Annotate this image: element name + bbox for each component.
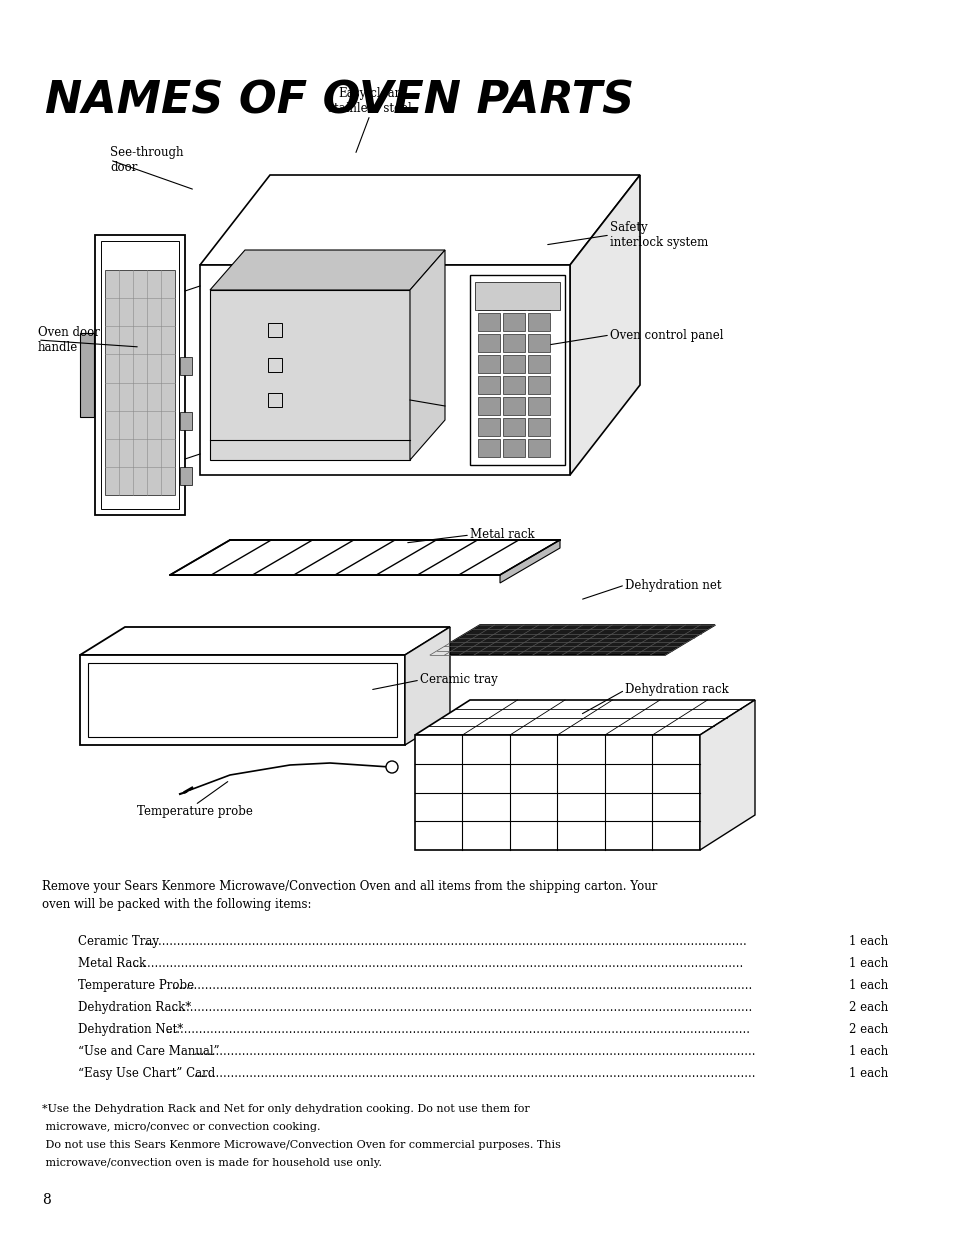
Bar (477, 438, 499, 457)
Text: 2 each: 2 each (848, 1023, 887, 1036)
Text: See-through
door: See-through door (110, 146, 183, 174)
Bar (105, 270, 174, 495)
Bar (527, 333, 550, 352)
Polygon shape (170, 540, 559, 576)
Text: Ceramic Tray: Ceramic Tray (78, 935, 159, 948)
Bar (80, 655, 405, 745)
Bar (477, 396, 499, 415)
Bar (80, 333, 94, 417)
Text: 1 each: 1 each (848, 935, 887, 948)
Text: Dehydration net: Dehydration net (624, 578, 720, 592)
Bar (470, 275, 564, 466)
Bar (502, 333, 524, 352)
Bar (180, 467, 192, 485)
Text: Remove your Sears Kenmore Microwave/Convection Oven and all items from the shipp: Remove your Sears Kenmore Microwave/Conv… (42, 881, 657, 911)
Bar (527, 291, 550, 310)
Polygon shape (569, 175, 639, 475)
Bar (200, 266, 569, 475)
Text: Metal rack: Metal rack (470, 529, 534, 541)
Bar (477, 354, 499, 373)
Bar (502, 417, 524, 436)
Text: ................................................................................: ........................................… (193, 1067, 755, 1079)
Polygon shape (405, 627, 450, 745)
Polygon shape (430, 625, 714, 655)
Polygon shape (80, 627, 450, 655)
Text: 1 each: 1 each (848, 979, 887, 992)
Text: 1 each: 1 each (848, 1045, 887, 1058)
Text: ................................................................................: ........................................… (172, 1002, 752, 1014)
Bar (477, 291, 499, 310)
Bar (477, 375, 499, 394)
Bar (180, 357, 192, 375)
Polygon shape (410, 249, 444, 459)
Bar (268, 358, 282, 372)
Text: “Easy Use Chart” Card: “Easy Use Chart” Card (78, 1067, 215, 1079)
Text: 1 each: 1 each (848, 1067, 887, 1079)
Bar (477, 312, 499, 331)
Text: Dehydration Net*: Dehydration Net* (78, 1023, 183, 1036)
Text: Easy-clean
stainless steel: Easy-clean stainless steel (328, 86, 412, 115)
Text: Dehydration Rack*: Dehydration Rack* (78, 1002, 191, 1014)
Text: 2 each: 2 each (848, 1002, 887, 1014)
Bar (527, 396, 550, 415)
Bar (527, 354, 550, 373)
Text: microwave, micro/convec or convection cooking.: microwave, micro/convec or convection co… (42, 1123, 320, 1132)
Bar (95, 235, 185, 515)
Bar (502, 396, 524, 415)
Polygon shape (499, 540, 559, 583)
Bar (527, 417, 550, 436)
Text: *Use the Dehydration Rack and Net for only dehydration cooking. Do not use them : *Use the Dehydration Rack and Net for on… (42, 1104, 529, 1114)
Bar (502, 291, 524, 310)
Polygon shape (415, 700, 754, 735)
Bar (477, 333, 499, 352)
Text: ................................................................................: ........................................… (132, 957, 743, 969)
Bar (415, 735, 700, 850)
Polygon shape (210, 249, 444, 290)
Text: Dehydration rack: Dehydration rack (624, 683, 728, 697)
Text: Ceramic tray: Ceramic tray (419, 673, 497, 687)
Text: Oven door
handle: Oven door handle (38, 326, 100, 354)
Text: Temperature probe: Temperature probe (137, 805, 253, 818)
Bar (527, 438, 550, 457)
Text: ................................................................................: ........................................… (144, 935, 747, 948)
Bar (502, 375, 524, 394)
Bar (268, 393, 282, 408)
Bar (502, 354, 524, 373)
Bar (88, 663, 396, 737)
Text: ................................................................................: ........................................… (172, 979, 752, 992)
Text: Oven control panel: Oven control panel (609, 329, 722, 342)
Bar (268, 324, 282, 337)
Text: “Use and Care Manual”: “Use and Care Manual” (78, 1045, 219, 1058)
Bar (475, 282, 559, 310)
Polygon shape (200, 175, 639, 266)
Text: 1 each: 1 each (848, 957, 887, 969)
Bar (502, 438, 524, 457)
Bar (477, 417, 499, 436)
Text: ................................................................................: ........................................… (193, 1045, 755, 1058)
Polygon shape (700, 700, 754, 850)
Text: microwave/convection oven is made for household use only.: microwave/convection oven is made for ho… (42, 1158, 381, 1168)
Bar (502, 312, 524, 331)
Text: Temperature Probe: Temperature Probe (78, 979, 193, 992)
Text: Do not use this Sears Kenmore Microwave/Convection Oven for commercial purposes.: Do not use this Sears Kenmore Microwave/… (42, 1140, 560, 1150)
Text: Metal Rack: Metal Rack (78, 957, 146, 969)
Bar (527, 312, 550, 331)
Text: 8: 8 (42, 1193, 51, 1207)
Bar (527, 375, 550, 394)
Bar (101, 241, 179, 509)
Circle shape (386, 761, 397, 773)
Text: Safety
interlock system: Safety interlock system (609, 221, 707, 249)
Bar (180, 412, 192, 430)
Bar (210, 290, 410, 459)
Text: NAMES OF OVEN PARTS: NAMES OF OVEN PARTS (45, 80, 634, 124)
Text: ................................................................................: ........................................… (166, 1023, 750, 1036)
